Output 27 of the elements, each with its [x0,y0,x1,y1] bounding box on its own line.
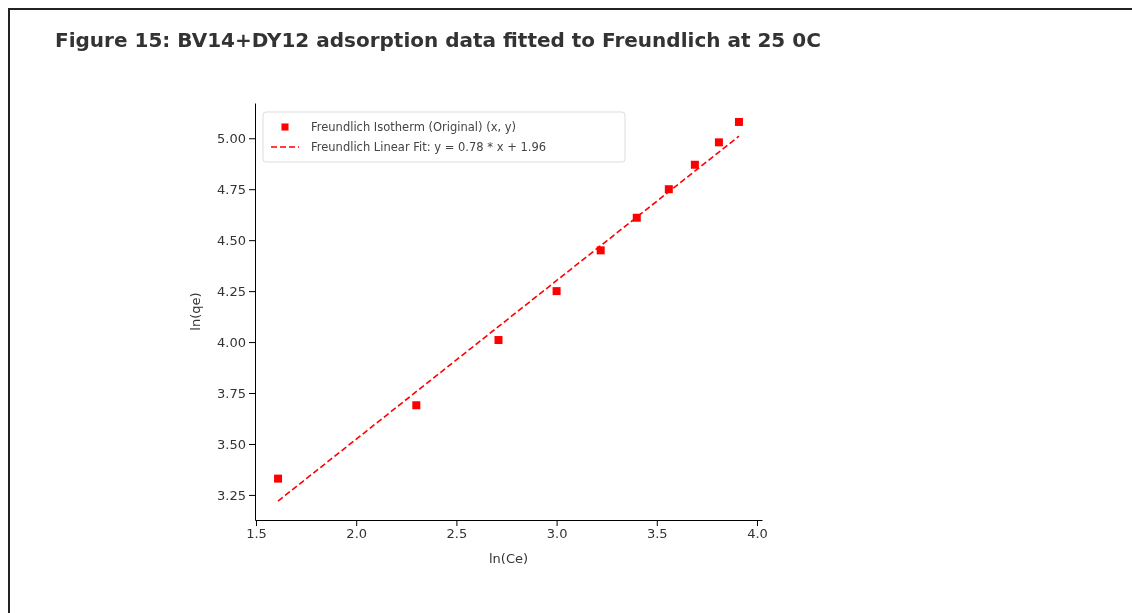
y-tick-label: 4.25 [217,283,246,299]
y-tick-label: 4.50 [217,232,246,248]
point [690,160,699,169]
chart-title: Figure 15: BV14+DY12 adsorption data fitted to Freundlich at 25 0C [55,28,821,52]
x-tick-label: 2.0 [346,526,368,542]
y-tick-label: 5.00 [217,130,246,146]
y-axis-title: ln(qe) [188,292,203,331]
point [714,138,723,147]
x-axis-title: ln(Ce) [488,551,529,566]
legend-label: Freundlich Isotherm (Original) (x, y) [311,120,517,134]
point [494,336,503,345]
y-tick-label: 3.25 [217,487,246,503]
x-tick-label: 4.0 [747,526,768,542]
legend-label: Freundlich Linear Fit: y = 0.78 * x + 1.96 [311,140,547,154]
point [734,117,743,126]
y-tick-label: 3.75 [217,385,246,401]
point [664,185,673,194]
y-tick-label: 4.00 [217,334,246,350]
point [552,287,561,296]
x-tick-label: 1.5 [246,526,267,542]
point [274,474,283,483]
point [412,401,421,410]
y-tick-label: 3.50 [217,436,246,452]
x-tick-label: 2.5 [446,526,468,542]
x-tick-label: 3.0 [546,526,568,542]
y-tick-label: 4.75 [217,181,246,197]
x-tick-label: 3.5 [646,526,668,542]
